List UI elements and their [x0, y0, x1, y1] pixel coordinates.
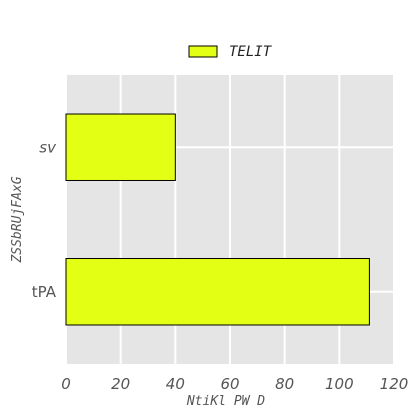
x-tick-label: 80 [275, 375, 294, 393]
y-axis-label: ZSSbRUjFAxG [10, 176, 25, 263]
x-tick-label: 40 [166, 375, 185, 393]
x-tick-label: 60 [220, 375, 239, 393]
bar-tPA [65, 258, 370, 326]
bars [65, 113, 370, 326]
x-axis-label: NtiKl PW D [186, 394, 265, 409]
x-tick-label: 100 [325, 375, 354, 393]
x-tick-label: 0 [61, 375, 71, 393]
legend: TELIT [188, 44, 273, 60]
legend-label: TELIT [229, 44, 273, 60]
y-tick-labels: tPA sv [32, 138, 57, 301]
x-tick-labels: 0 20 40 60 80 100 120 [61, 375, 408, 393]
y-tick-label: sv [39, 138, 57, 156]
legend-swatch [188, 45, 218, 58]
y-tick-label: tPA [32, 283, 57, 301]
bar-sv [65, 113, 176, 181]
x-tick-label: 20 [111, 375, 130, 393]
x-tick-label: 120 [380, 375, 409, 393]
